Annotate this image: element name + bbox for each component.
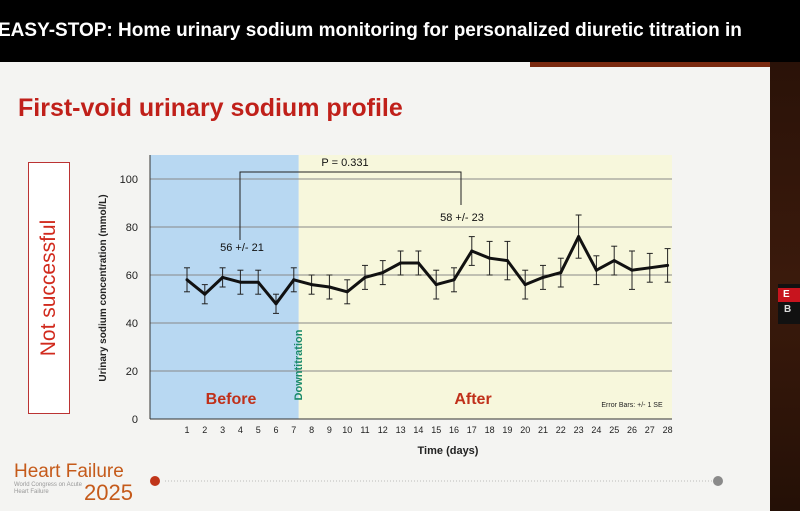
data-point [416, 261, 420, 265]
data-point [648, 266, 652, 270]
downtitration-label: Downtitration [293, 329, 305, 400]
error-bars-note: Error Bars: +/- 1 SE [601, 402, 663, 409]
y-tick-label: 80 [126, 222, 138, 234]
after-mean-label: 58 +/- 23 [440, 212, 484, 224]
speaker-tag-letter: E [778, 288, 800, 302]
data-point [310, 283, 314, 287]
x-tick-label: 26 [627, 425, 637, 435]
x-tick-label: 23 [574, 425, 584, 435]
conference-logo-subtext: World Congress on Acute Heart Failure [14, 482, 82, 495]
data-point [256, 280, 260, 284]
data-point [594, 268, 598, 272]
before-label: Before [206, 391, 257, 408]
x-tick-label: 14 [413, 425, 423, 435]
data-point [488, 256, 492, 260]
x-tick-label: 2 [202, 425, 207, 435]
p-value-bracket [239, 171, 462, 240]
before-mean-label: 56 +/- 21 [220, 242, 264, 254]
sodium-series-line [186, 235, 668, 306]
after-label: After [454, 391, 491, 408]
x-tick-label: 19 [502, 425, 512, 435]
data-point [274, 302, 278, 306]
data-point [577, 235, 581, 239]
data-point [363, 275, 367, 279]
x-tick-label: 10 [342, 425, 352, 435]
x-tick-label: 15 [431, 425, 441, 435]
y-tick-label: 20 [126, 366, 138, 378]
data-point [666, 263, 670, 267]
data-point [541, 275, 545, 279]
presentation-title: EASY-STOP: Home urinary sodium monitorin… [0, 20, 742, 41]
x-tick-label: 21 [538, 425, 548, 435]
conference-logo-year: 2025 [84, 480, 133, 505]
x-tick-label: 28 [663, 425, 673, 435]
x-tick-label: 5 [256, 425, 261, 435]
y-axis-title: Urinary sodium concentration (mmol/L) [98, 194, 109, 381]
data-point [523, 283, 527, 287]
x-tick-label: 1 [184, 425, 189, 435]
data-point [292, 278, 296, 282]
speaker-tag-sub: B [784, 304, 792, 315]
data-point [238, 280, 242, 284]
x-tick-label: 7 [291, 425, 296, 435]
slide-title: First-void urinary sodium profile [18, 94, 403, 122]
data-point [612, 259, 616, 263]
data-point [452, 278, 456, 282]
data-point [345, 290, 349, 294]
presentation-title-bar: EASY-STOP: Home urinary sodium monitorin… [0, 0, 800, 62]
x-tick-label: 6 [273, 425, 278, 435]
data-point [505, 259, 509, 263]
x-tick-label: 22 [556, 425, 566, 435]
x-tick-label: 16 [449, 425, 459, 435]
after-region [298, 155, 672, 419]
y-tick-label: 100 [120, 174, 138, 186]
x-tick-label: 9 [327, 425, 332, 435]
x-axis-title: Time (days) [418, 445, 479, 457]
x-tick-label: 11 [360, 425, 369, 435]
data-point [203, 292, 207, 296]
progress-start-dot [150, 476, 160, 486]
y-tick-label: 60 [126, 270, 138, 282]
x-tick-label: 17 [467, 425, 477, 435]
speaker-name-tag: E B [778, 284, 800, 324]
y-tick-label: 0 [132, 414, 138, 426]
p-value-label: P = 0.331 [321, 157, 368, 169]
data-point [327, 285, 331, 289]
data-point [630, 268, 634, 272]
slide-accent-bar [530, 62, 770, 67]
x-tick-label: 8 [309, 425, 314, 435]
data-point [559, 271, 563, 275]
data-point [221, 275, 225, 279]
status-box: Not successful [28, 162, 70, 414]
y-tick-label: 40 [126, 318, 138, 330]
x-tick-label: 20 [520, 425, 530, 435]
data-point [185, 278, 189, 282]
x-tick-label: 4 [238, 425, 243, 435]
x-tick-label: 3 [220, 425, 225, 435]
data-point [399, 261, 403, 265]
x-tick-label: 27 [645, 425, 655, 435]
data-point [381, 271, 385, 275]
x-tick-label: 25 [609, 425, 619, 435]
x-tick-label: 13 [396, 425, 406, 435]
x-tick-label: 18 [485, 425, 495, 435]
progress-end-dot [713, 476, 723, 486]
x-tick-label: 24 [591, 425, 601, 435]
data-point [434, 283, 438, 287]
conference-logo-text: Heart Failure [14, 461, 124, 482]
data-point [470, 249, 474, 253]
x-tick-label: 12 [378, 425, 388, 435]
